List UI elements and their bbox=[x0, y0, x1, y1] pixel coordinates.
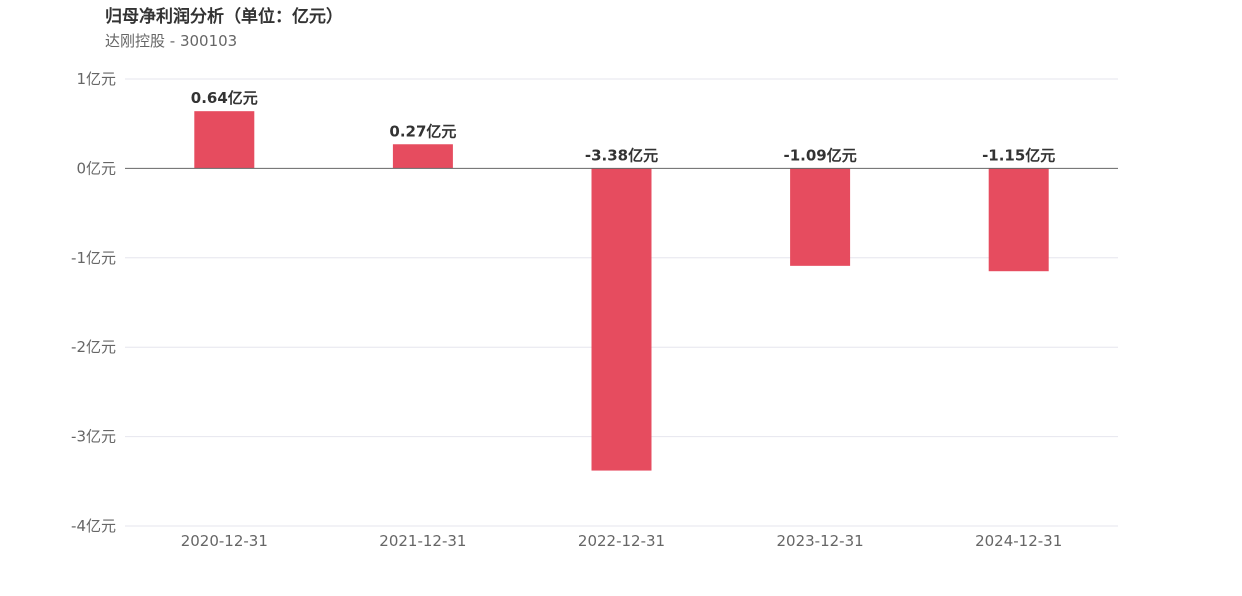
chart-title: 归母净利润分析（单位：亿元） bbox=[105, 7, 343, 27]
y-tick-label: -3亿元 bbox=[71, 428, 116, 446]
data-label: 0.27亿元 bbox=[389, 122, 456, 140]
bar bbox=[194, 111, 255, 169]
x-tick-label: 2023-12-31 bbox=[777, 532, 864, 550]
y-axis-tick-labels: 1亿元 0亿元 -1亿元 -2亿元 -3亿元 -4亿元 bbox=[71, 70, 116, 535]
bar bbox=[988, 168, 1049, 272]
chart-subtitle: 达刚控股 - 300103 bbox=[105, 32, 238, 50]
bar bbox=[392, 144, 453, 169]
x-tick-label: 2024-12-31 bbox=[975, 532, 1062, 550]
data-labels: 0.64亿元 0.27亿元 -3.38亿元 -1.09亿元 -1.15亿元 bbox=[191, 89, 1056, 164]
y-tick-label: -1亿元 bbox=[71, 249, 116, 267]
bars bbox=[194, 111, 1049, 471]
x-tick-label: 2022-12-31 bbox=[578, 532, 665, 550]
y-tick-label: -4亿元 bbox=[71, 517, 116, 535]
data-label: -1.09亿元 bbox=[783, 146, 856, 164]
data-label: -1.15亿元 bbox=[982, 146, 1055, 164]
data-label: -3.38亿元 bbox=[585, 146, 658, 164]
x-tick-label: 2021-12-31 bbox=[379, 532, 466, 550]
data-label: 0.64亿元 bbox=[191, 89, 258, 107]
y-tick-label: 0亿元 bbox=[76, 159, 116, 177]
bar bbox=[790, 168, 851, 266]
y-tick-label: 1亿元 bbox=[76, 70, 116, 88]
bar bbox=[591, 168, 652, 471]
y-tick-label: -2亿元 bbox=[71, 338, 116, 356]
x-axis-tick-labels: 2020-12-31 2021-12-31 2022-12-31 2023-12-31… bbox=[181, 532, 1063, 550]
x-tick-label: 2020-12-31 bbox=[181, 532, 268, 550]
